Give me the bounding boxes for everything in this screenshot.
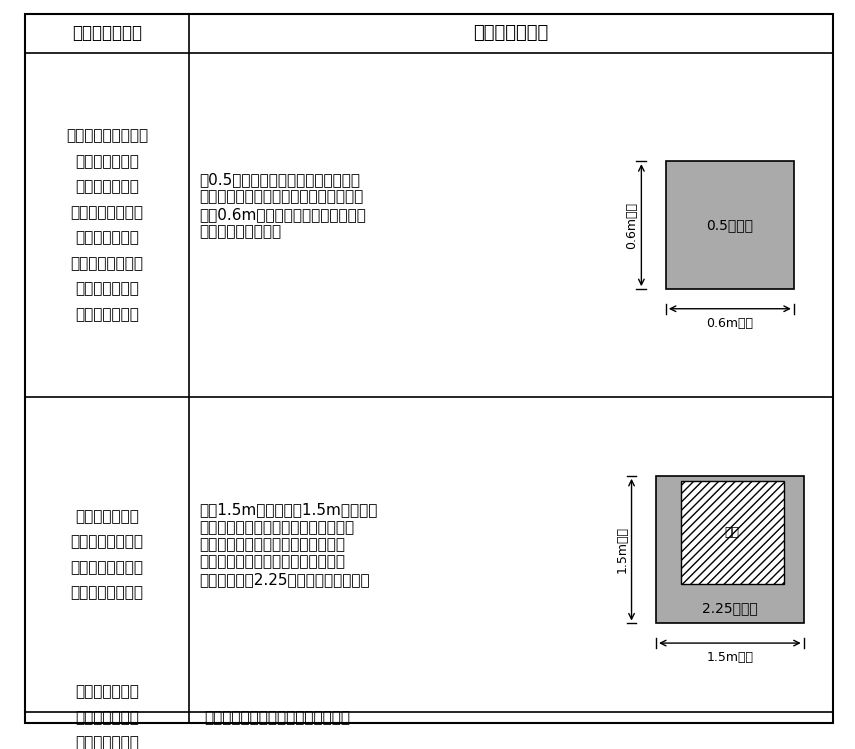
Text: 2.25㎡以上: 2.25㎡以上 — [702, 601, 758, 616]
Text: 避難用タラップ: 避難用タラップ — [75, 736, 139, 749]
Text: を　除　く　。）: を 除 く 。） — [70, 586, 144, 601]
Text: 救　　助　　袋: 救 助 袋 — [75, 179, 139, 194]
Text: 1.5m以上: 1.5m以上 — [616, 526, 628, 573]
Text: 幅1.5m以上、奥行1.5m以上（器
具の設置部分を含む。）。ただし、操
作に支障のない範囲内で形状を変え
ることができるものとし、この場合
の操作面積は2.2: 幅1.5m以上、奥行1.5m以上（器 具の設置部分を含む。）。ただし、操 作に支… — [199, 503, 377, 587]
Text: 救　　助　　袋: 救 助 袋 — [75, 509, 139, 524]
Text: 滑　　り　　台: 滑 り 台 — [75, 685, 139, 700]
Text: 0.6m以上: 0.6m以上 — [625, 201, 638, 249]
Text: 0.5㎡以上: 0.5㎡以上 — [706, 218, 753, 232]
Text: 操　作　面　積: 操 作 面 積 — [474, 25, 549, 43]
Text: チに格納したもの: チに格納したもの — [70, 560, 144, 575]
Text: （避難器具用ハッ: （避難器具用ハッ — [70, 205, 144, 220]
Text: 器具: 器具 — [725, 526, 740, 539]
Text: （避難器具用ハッ: （避難器具用ハッ — [70, 534, 144, 549]
Text: 当該器具を使用するのに必要な広さ: 当該器具を使用するのに必要な広さ — [203, 710, 350, 725]
Text: 1.5m以上: 1.5m以上 — [706, 652, 753, 664]
Text: 0.5㎡以上（当該器具の水平投影面
積を除く。）、かつ、一辺の長さはそれ
ぞれ0.6m以上であり、当該器具の操
作に支障のないもの: 0.5㎡以上（当該器具の水平投影面 積を除く。）、かつ、一辺の長さはそれ ぞれ0… — [199, 172, 366, 239]
Bar — [681, 481, 784, 584]
Text: 避　　難　　橋: 避 難 橋 — [75, 710, 139, 725]
Bar — [666, 161, 793, 289]
Text: 緩　　降　　機: 緩 降 機 — [75, 154, 139, 169]
Text: 避　難　ロ－プ: 避 難 ロ－プ — [75, 307, 139, 322]
Text: の　　　　　　）: の ） — [70, 256, 144, 271]
Text: 避　難　は　し　ご: 避 難 は し ご — [66, 128, 148, 143]
Bar — [656, 476, 804, 623]
Text: 0.6m以上: 0.6m以上 — [706, 317, 753, 330]
Text: チに格納したも: チに格納したも — [75, 231, 139, 246]
Text: 滑　　り　　棒: 滑 り 棒 — [75, 282, 139, 297]
Text: 避難器具の種類: 避難器具の種類 — [72, 25, 142, 43]
